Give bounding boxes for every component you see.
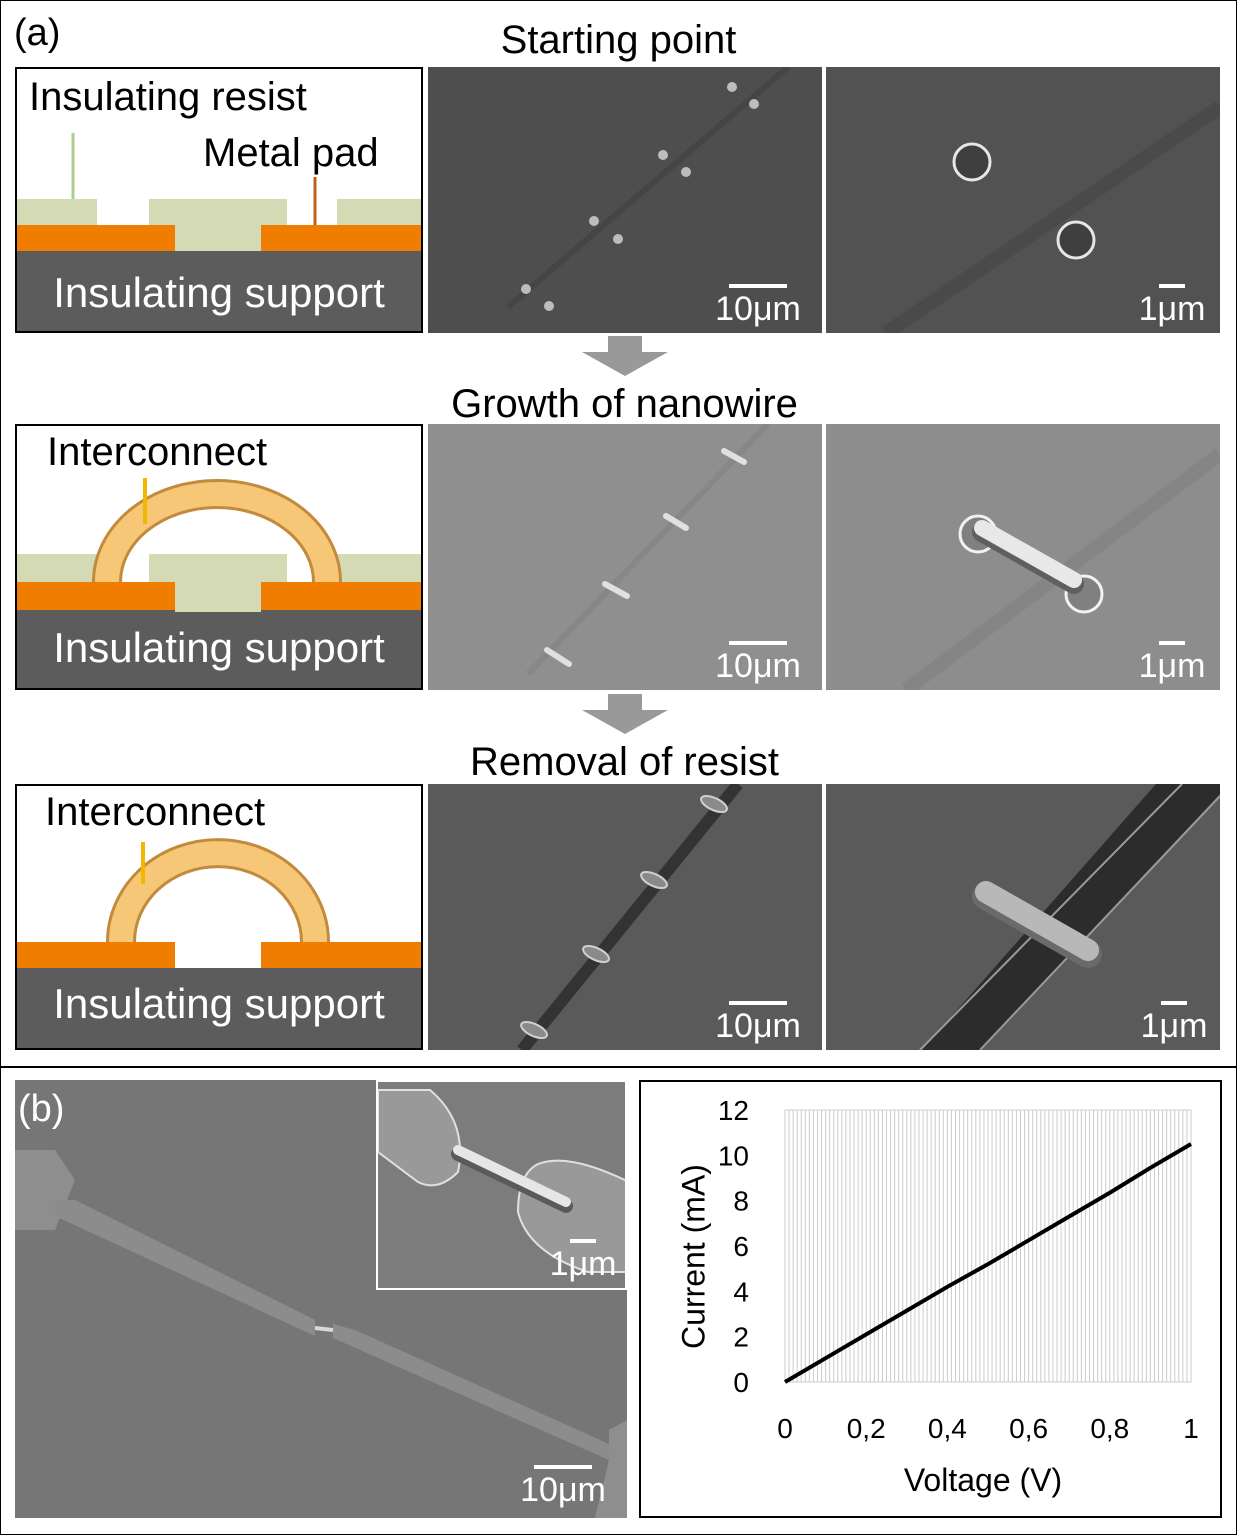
sem-device-svg: [15, 1150, 627, 1518]
sem-device-overview: 1μm 10μm: [15, 1080, 627, 1518]
schematic-removal-svg: [17, 838, 421, 1048]
x-tick-label: 1: [1183, 1413, 1199, 1444]
x-tick-label: 0,8: [1090, 1413, 1129, 1444]
schematic-growth-svg: [17, 478, 421, 688]
y-tick-label: 12: [718, 1095, 749, 1126]
down-arrow-1: [582, 336, 668, 376]
label-interconnect-2: Interconnect: [45, 790, 266, 834]
schematic-starting-point: Insulating resist Metal pad Insulating s…: [15, 67, 423, 333]
y-tick-label: 6: [733, 1231, 749, 1262]
label-insulating-support-1: Insulating support: [53, 269, 385, 316]
scale-bar-10um-1: 10μm: [708, 284, 808, 329]
x-tick-label: 0,6: [1009, 1413, 1048, 1444]
iv-chart-svg: 0 2 4 6 8 10 12 0 0,2 0,4 0,6 0,8 1: [718, 1095, 1199, 1444]
sem-removal-high-mag: 1μm: [826, 784, 1220, 1050]
label-interconnect-1: Interconnect: [47, 430, 268, 474]
y-tick-label: 10: [718, 1140, 749, 1171]
sem-growth-low-svg: [525, 424, 771, 677]
x-tick-label: 0: [777, 1413, 793, 1444]
sem-inset: 1μm: [376, 1080, 627, 1290]
sem-starting-low-svg: [506, 67, 790, 311]
stage-title-starting-point: Starting point: [500, 18, 737, 62]
chart-x-axis-label: Voltage (V): [903, 1462, 1063, 1498]
sem-starting-high-svg: [882, 101, 1220, 333]
sem-removal-low-svg: [517, 784, 743, 1050]
iv-chart-frame: 0 2 4 6 8 10 12 0 0,2 0,4 0,6 0,8 1 Voltage (V) Curr…: [639, 1080, 1222, 1518]
scale-bar-10um-2: 10μm: [708, 641, 808, 686]
sem-starting-high-mag: 1μm: [826, 67, 1220, 333]
schematic-removal: Interconnect Insulating support: [15, 784, 423, 1050]
label-insulating-support-3: Insulating support: [53, 980, 385, 1027]
down-arrow-2: [582, 694, 668, 734]
y-tick-label: 2: [733, 1322, 749, 1353]
sem-removal-high-svg: [919, 784, 1220, 1050]
scale-bar-1um-1: 1μm: [1134, 284, 1210, 329]
label-insulating-resist: Insulating resist: [29, 75, 307, 119]
scale-bar-10um-3: 10μm: [708, 1001, 808, 1046]
panel-a-label: (a): [14, 12, 61, 54]
panel-b-label: (b): [18, 1088, 65, 1130]
sem-removal-low-mag: 10μm: [428, 784, 822, 1050]
stage-title-growth: Growth of nanowire: [451, 382, 798, 426]
sem-growth-high-mag: 1μm: [826, 424, 1220, 690]
y-tick-label: 4: [733, 1276, 749, 1307]
stage-title-removal: Removal of resist: [470, 740, 779, 784]
scale-bar-inset-1um: 1μm: [543, 1239, 623, 1284]
scale-bar-1um-3: 1μm: [1136, 1001, 1212, 1046]
schematic-growth: Interconnect Insulating support: [15, 424, 423, 690]
chart-y-axis-label: Current (mA): [675, 1164, 712, 1349]
x-tick-label: 0,2: [847, 1413, 886, 1444]
iv-series-line: [783, 1142, 1193, 1384]
scale-bar-1um-2: 1μm: [1134, 641, 1210, 686]
sem-growth-high-svg: [901, 448, 1220, 690]
y-tick-label: 0: [733, 1367, 749, 1398]
sem-starting-low-mag: 10μm: [428, 67, 822, 333]
y-tick-label: 8: [733, 1186, 749, 1217]
sem-growth-low-mag: 10μm: [428, 424, 822, 690]
label-metal-pad: Metal pad: [203, 131, 379, 175]
sem-inset-svg: [378, 1089, 625, 1273]
x-tick-label: 0,4: [928, 1413, 967, 1444]
schematic-starting-svg: [17, 133, 421, 331]
scale-bar-device-10um: 10μm: [513, 1465, 613, 1510]
label-insulating-support-2: Insulating support: [53, 624, 385, 671]
